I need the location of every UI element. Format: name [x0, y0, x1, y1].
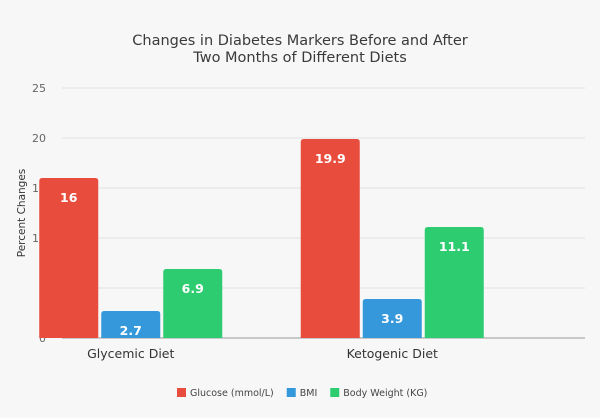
bar — [300, 139, 360, 338]
x-category-label: Ketogenic Diet — [347, 346, 438, 361]
data-label: 16 — [60, 190, 78, 205]
legend-swatch — [286, 388, 296, 397]
y-tick-label: 0 — [39, 332, 46, 345]
y-axis-label: Percent Changes — [16, 169, 28, 258]
legend-swatch — [330, 388, 340, 397]
y-tick-label: 20 — [32, 132, 46, 145]
chart-title-line-2: Two Months of Different Diets — [192, 50, 407, 66]
y-tick-label: 25 — [32, 82, 46, 95]
data-label: 6.9 — [182, 281, 204, 296]
legend-label: Body Weight (KG) — [343, 388, 427, 399]
data-label: 11.1 — [439, 239, 470, 254]
bar — [39, 178, 99, 338]
bar — [101, 311, 161, 338]
x-category-label: Glycemic Diet — [87, 346, 174, 361]
legend-swatch — [177, 388, 186, 397]
data-label: 2.7 — [120, 323, 142, 338]
legend-label: BMI — [300, 388, 318, 399]
data-label: 3.9 — [381, 311, 403, 326]
bar — [362, 299, 422, 338]
chart-title-line-1: Changes in Diabetes Markers Before and A… — [132, 33, 468, 49]
bar — [424, 227, 484, 338]
legend-label: Glucose (mmol/L) — [190, 388, 274, 399]
data-label: 19.9 — [315, 151, 346, 166]
bar — [163, 269, 223, 338]
